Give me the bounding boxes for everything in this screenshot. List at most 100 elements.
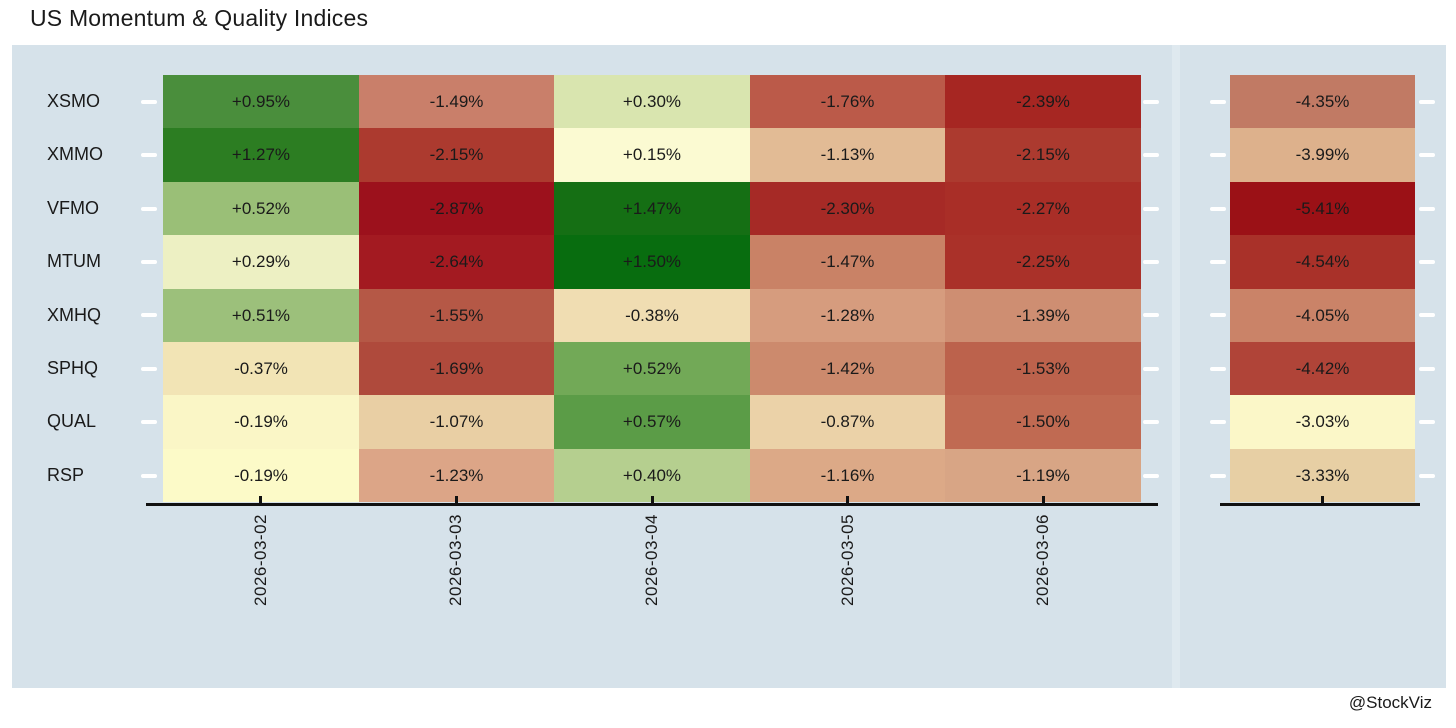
y-axis-tick	[141, 474, 157, 478]
y-axis-tick	[1210, 153, 1226, 157]
y-axis-tick	[141, 367, 157, 371]
summary-cell: -3.03%	[1230, 395, 1415, 449]
x-axis-tick	[651, 496, 654, 504]
heatmap-cell: +0.95%	[163, 75, 359, 128]
y-axis-tick	[1419, 313, 1435, 317]
row-label: VFMO	[47, 198, 99, 218]
y-axis-tick	[1143, 367, 1159, 371]
y-axis-tick	[1210, 260, 1226, 264]
y-axis-tick	[1210, 474, 1226, 478]
x-axis-tick	[455, 496, 458, 504]
panel-divider	[1172, 45, 1180, 688]
y-axis-tick	[141, 153, 157, 157]
heatmap-cell: +0.52%	[554, 342, 750, 395]
heatmap-cell: -1.13%	[750, 128, 945, 182]
row-label: SPHQ	[47, 358, 99, 378]
heatmap-cell: -1.49%	[359, 75, 554, 128]
heatmap-cell: -0.37%	[163, 342, 359, 395]
row-label: XMHQ	[47, 305, 101, 325]
heatmap-cell: -1.23%	[359, 449, 554, 502]
row-label: QUAL	[47, 411, 97, 431]
y-axis-tick	[1143, 474, 1159, 478]
row-label: XSMO	[47, 91, 101, 111]
heatmap-cell: -2.30%	[750, 182, 945, 235]
heatmap-cell: -0.87%	[750, 395, 945, 449]
summary-cell: -4.05%	[1230, 289, 1415, 342]
heatmap-cell: -1.42%	[750, 342, 945, 395]
x-axis-tick	[846, 496, 849, 504]
heatmap-cell: +0.52%	[163, 182, 359, 235]
y-axis-tick	[1143, 313, 1159, 317]
heatmap-cell: -1.07%	[359, 395, 554, 449]
heatmap-cell: +0.51%	[163, 289, 359, 342]
y-axis-tick	[141, 260, 157, 264]
y-axis-tick	[1143, 153, 1159, 157]
row-label: MTUM	[47, 251, 101, 271]
y-axis-tick	[1210, 313, 1226, 317]
y-axis-tick	[1210, 367, 1226, 371]
heatmap-cell: -2.87%	[359, 182, 554, 235]
date-label: 2026-03-03	[446, 514, 465, 606]
heatmap-cell: -0.38%	[554, 289, 750, 342]
y-axis-tick	[1143, 260, 1159, 264]
y-axis-tick	[1419, 420, 1435, 424]
date-label: 2026-03-06	[1033, 514, 1052, 606]
heatmap-cell: -2.27%	[945, 182, 1141, 235]
heatmap-cell: -1.50%	[945, 395, 1141, 449]
y-axis-tick	[1419, 207, 1435, 211]
heatmap-cell: -0.19%	[163, 449, 359, 502]
date-label: 2026-03-02	[251, 514, 270, 606]
x-axis-tick	[1042, 496, 1045, 504]
heatmap-cell: -2.15%	[945, 128, 1141, 182]
heatmap-cell: -1.28%	[750, 289, 945, 342]
heatmap-cell: -2.25%	[945, 235, 1141, 289]
heatmap-cell: +1.47%	[554, 182, 750, 235]
heatmap-cell: +0.40%	[554, 449, 750, 502]
y-axis-tick	[1143, 100, 1159, 104]
y-axis-tick	[1143, 420, 1159, 424]
heatmap-cell: -1.53%	[945, 342, 1141, 395]
attribution: @StockViz	[1348, 693, 1432, 712]
summary-cell: -4.35%	[1230, 75, 1415, 128]
heatmap-cell: -2.39%	[945, 75, 1141, 128]
y-axis-tick	[1210, 420, 1226, 424]
summary-cell: -4.54%	[1230, 235, 1415, 289]
heatmap-cell: -1.16%	[750, 449, 945, 502]
heatmap-cell: +0.29%	[163, 235, 359, 289]
y-axis-tick	[1419, 100, 1435, 104]
heatmap-cell: -1.76%	[750, 75, 945, 128]
y-axis-tick	[1210, 100, 1226, 104]
y-axis-tick	[141, 313, 157, 317]
heatmap-cell: -2.15%	[359, 128, 554, 182]
x-axis-line	[146, 503, 1158, 506]
heatmap-cell: +1.27%	[163, 128, 359, 182]
y-axis-tick	[1419, 153, 1435, 157]
heatmap-cell: -1.47%	[750, 235, 945, 289]
y-axis-tick	[141, 100, 157, 104]
summary-cell: -3.99%	[1230, 128, 1415, 182]
row-label: RSP	[47, 465, 85, 485]
heatmap-cell: -1.19%	[945, 449, 1141, 502]
date-label: 2026-03-05	[838, 514, 857, 606]
chart-title: US Momentum & Quality Indices	[30, 5, 369, 31]
heatmap-cell: -0.19%	[163, 395, 359, 449]
y-axis-tick	[1143, 207, 1159, 211]
heatmap-cell: -1.55%	[359, 289, 554, 342]
summary-cell: -3.33%	[1230, 449, 1415, 502]
heatmap-cell: -1.69%	[359, 342, 554, 395]
x-axis-tick-summary	[1321, 496, 1324, 504]
y-axis-tick	[1210, 207, 1226, 211]
heatmap-cell: +0.57%	[554, 395, 750, 449]
y-axis-tick	[141, 207, 157, 211]
x-axis-tick	[259, 496, 262, 504]
row-label: XMMO	[47, 144, 103, 164]
heatmap-cell: +0.15%	[554, 128, 750, 182]
heatmap-cell: +1.50%	[554, 235, 750, 289]
heatmap-cell: -1.39%	[945, 289, 1141, 342]
heatmap-cell: -2.64%	[359, 235, 554, 289]
y-axis-tick	[1419, 260, 1435, 264]
date-label: 2026-03-04	[642, 514, 661, 606]
y-axis-tick	[1419, 474, 1435, 478]
heatmap-cell: +0.30%	[554, 75, 750, 128]
summary-cell: -4.42%	[1230, 342, 1415, 395]
